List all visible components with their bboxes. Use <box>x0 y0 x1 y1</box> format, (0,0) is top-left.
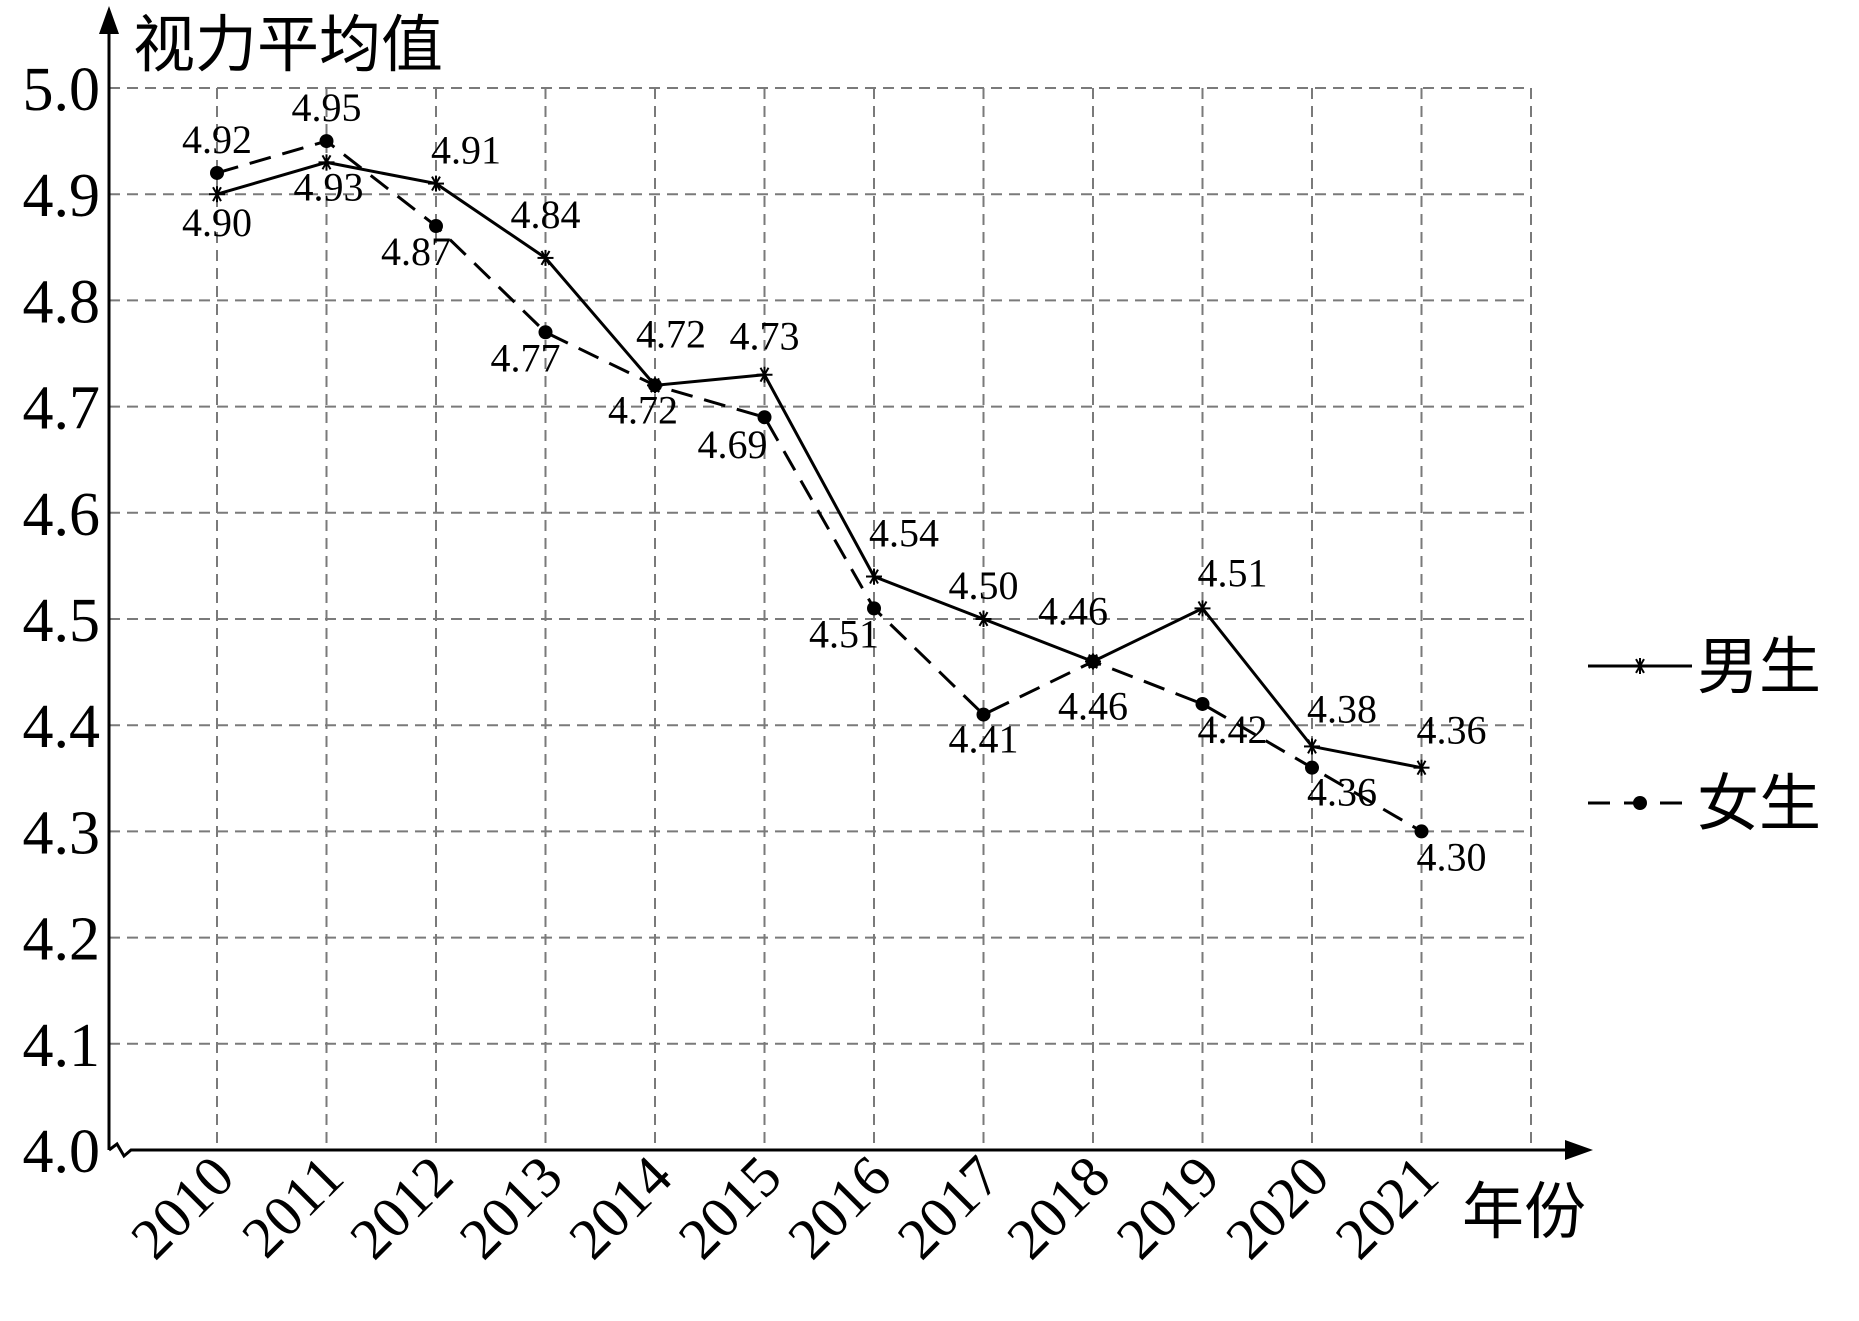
y-tick-label: 4.6 <box>23 481 101 549</box>
star-marker <box>1632 658 1648 674</box>
data-label: 4.46 <box>1038 588 1108 633</box>
data-labels: 4.90 4.93 4.914.84 4.72 4.73 4.544.50 4.46 4.51… <box>182 85 1487 879</box>
y-tick-label: 4.0 <box>23 1118 101 1186</box>
star-marker <box>1304 738 1320 755</box>
data-label: 4.84 <box>511 192 581 237</box>
x-tick-label: 2017 <box>885 1143 1013 1271</box>
legend-label: 女生 <box>1697 771 1821 839</box>
star-marker <box>318 154 335 171</box>
x-axis-title: 年份 <box>1462 1179 1586 1247</box>
star-marker <box>537 249 554 266</box>
data-label: 4.93 <box>294 164 364 209</box>
data-label: 4.36 <box>1417 708 1487 753</box>
data-label: 4.41 <box>949 717 1019 762</box>
x-axis-line <box>108 1141 1572 1159</box>
series-line-dashed <box>216 139 1423 833</box>
data-label: 4.30 <box>1417 834 1487 879</box>
y-tick-label: 4.9 <box>23 162 101 230</box>
data-label: 4.50 <box>949 563 1019 608</box>
dot-marker <box>1305 760 1319 775</box>
y-tick-label: 4.2 <box>23 906 101 974</box>
star-marker <box>866 568 882 585</box>
star-marker <box>1413 759 1430 776</box>
star-marker <box>756 366 773 383</box>
data-label: 4.87 <box>381 229 451 274</box>
dot-marker <box>867 601 881 616</box>
dot-marker <box>976 707 991 722</box>
y-tick-label: 5.0 <box>23 56 101 124</box>
series <box>209 134 1430 839</box>
series-line-solid <box>216 160 1422 770</box>
x-tick-labels: 2010201120122013201420152016201720182019… <box>118 1143 1450 1271</box>
data-label: 4.69 <box>698 422 768 467</box>
star-marker <box>209 186 225 203</box>
dot-marker <box>210 165 224 180</box>
y-tick-label: 4.1 <box>23 1012 101 1080</box>
dot-marker <box>1195 696 1210 711</box>
y-tick-label: 4.4 <box>23 693 101 761</box>
x-tick-label: 2014 <box>556 1143 684 1271</box>
x-tick-label: 2020 <box>1213 1143 1341 1271</box>
data-label: 4.54 <box>869 511 939 556</box>
data-label: 4.72 <box>608 387 678 432</box>
x-tick-label: 2016 <box>775 1143 903 1271</box>
dot-marker <box>1414 824 1429 839</box>
star-marker <box>1194 600 1211 617</box>
data-label: 4.46 <box>1058 683 1128 728</box>
y-tick-label: 4.3 <box>23 799 101 867</box>
x-tick-label: 2010 <box>118 1143 246 1271</box>
data-label: 4.51 <box>1198 550 1268 595</box>
legend-dot-marker <box>1633 796 1647 810</box>
dot-marker <box>757 410 772 425</box>
x-tick-label: 2011 <box>229 1143 355 1269</box>
data-label: 4.38 <box>1307 686 1377 731</box>
star-marker <box>428 175 444 192</box>
grid <box>109 87 1532 1150</box>
data-label: 4.51 <box>809 611 879 656</box>
y-axis-title: 视力平均值 <box>133 12 443 80</box>
x-tick-label: 2021 <box>1323 1143 1451 1271</box>
data-label: 4.42 <box>1198 707 1268 752</box>
data-label: 4.95 <box>292 85 362 130</box>
data-label: 4.92 <box>182 117 252 162</box>
x-tick-label: 2015 <box>666 1143 794 1271</box>
data-label: 4.77 <box>491 335 561 380</box>
data-label: 4.73 <box>730 314 800 359</box>
data-label: 4.36 <box>1307 770 1377 815</box>
star-marker <box>975 611 992 627</box>
dot-marker <box>538 325 553 340</box>
data-label: 4.91 <box>431 128 501 173</box>
data-label: 4.72 <box>636 311 706 356</box>
dot-marker <box>1086 654 1100 669</box>
dot-marker <box>648 378 662 393</box>
x-tick-label: 2018 <box>994 1143 1122 1271</box>
x-axis-arrow <box>1565 1140 1593 1160</box>
x-tick-label: 2019 <box>1104 1143 1232 1271</box>
axes <box>99 6 1593 1160</box>
x-tick-label: 2012 <box>337 1143 465 1271</box>
y-tick-label: 4.8 <box>23 268 101 336</box>
legend-label: 男生 <box>1697 634 1821 702</box>
y-axis-arrow <box>99 6 119 34</box>
y-tick-label: 4.5 <box>23 587 101 655</box>
dot-marker <box>319 134 334 149</box>
y-tick-label: 4.7 <box>23 375 101 443</box>
x-tick-label: 2013 <box>447 1143 575 1271</box>
dot-marker <box>429 219 443 234</box>
y-tick-labels: 4.0 4.1 4.2 4.3 4.4 4.5 4.6 4.7 4.8 4.9 5.0 <box>23 56 101 1186</box>
data-label: 4.90 <box>182 200 252 245</box>
